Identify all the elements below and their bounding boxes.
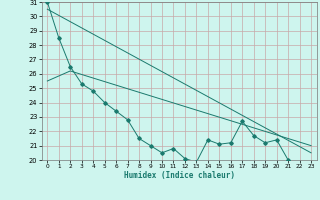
X-axis label: Humidex (Indice chaleur): Humidex (Indice chaleur) — [124, 171, 235, 180]
